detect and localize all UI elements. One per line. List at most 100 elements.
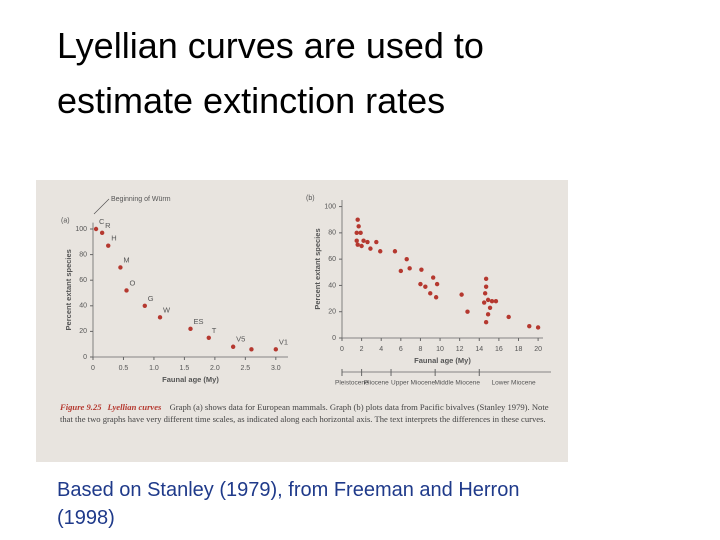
data-point xyxy=(535,325,541,330)
slide-title: Lyellian curves are used to estimate ext… xyxy=(57,25,484,121)
x-tick-label: 0 xyxy=(91,365,95,372)
epoch-name: Pleistocene xyxy=(335,380,369,387)
point-label: V1 xyxy=(279,337,288,346)
data-point xyxy=(404,256,409,262)
x-axis-label: Faunal age (My) xyxy=(162,375,219,384)
x-tick-label: 16 xyxy=(495,346,503,353)
data-point xyxy=(430,275,436,280)
y-tick-label: 100 xyxy=(324,203,336,210)
annotation: Beginning of Würm xyxy=(111,196,171,203)
x-tick-label: 0.5 xyxy=(119,365,129,372)
data-point xyxy=(428,291,433,296)
y-axis-label: Percent extant species xyxy=(313,228,322,309)
point-label: R xyxy=(105,221,111,230)
data-point xyxy=(483,284,489,289)
point-label: O xyxy=(130,278,136,287)
epoch-name: Upper Miocene xyxy=(391,380,435,387)
source-note: Based on Stanley (1979), from Freeman an… xyxy=(57,479,520,529)
data-point xyxy=(481,300,487,305)
point-label: M xyxy=(123,255,129,264)
data-point xyxy=(355,242,360,247)
x-tick-label: 1.5 xyxy=(180,365,190,372)
data-point xyxy=(482,291,488,296)
point-label: V5 xyxy=(236,335,245,344)
data-point xyxy=(206,335,211,340)
data-point xyxy=(485,297,491,303)
panel-label: (b) xyxy=(306,195,315,202)
x-tick-label: 8 xyxy=(418,346,422,353)
point-label: G xyxy=(148,294,154,303)
y-tick-label: 0 xyxy=(83,354,87,361)
data-point xyxy=(433,295,439,300)
x-tick-label: 6 xyxy=(399,346,403,353)
data-point xyxy=(398,268,404,274)
epoch-name: Middle Miocene xyxy=(434,380,480,387)
y-axis-label: Percent extant species xyxy=(64,249,73,330)
point-label: T xyxy=(212,326,217,335)
data-point xyxy=(407,266,412,271)
y-tick-label: 40 xyxy=(328,282,336,289)
x-tick-label: 20 xyxy=(534,346,542,353)
point-label: ES xyxy=(194,317,204,326)
point-label: C xyxy=(99,217,105,226)
point-label: H xyxy=(111,234,116,243)
caption-heading: Lyellian curves xyxy=(107,402,162,412)
data-point xyxy=(368,246,373,251)
y-tick-label: 60 xyxy=(79,277,87,284)
data-point xyxy=(124,288,129,293)
data-point xyxy=(489,299,495,304)
panel-label: (a) xyxy=(61,217,70,224)
y-tick-label: 100 xyxy=(75,226,87,233)
annotation-arrow xyxy=(93,198,110,215)
data-point xyxy=(188,326,193,332)
x-tick-label: 0 xyxy=(340,346,344,353)
x-tick-label: 12 xyxy=(456,346,464,353)
caption-label: Figure 9.25 xyxy=(60,402,102,412)
data-point xyxy=(355,217,360,222)
data-point xyxy=(506,314,511,320)
data-point xyxy=(99,230,105,236)
x-tick-label: 3.0 xyxy=(271,365,281,372)
data-point xyxy=(527,323,532,329)
data-point xyxy=(459,292,464,297)
y-tick-label: 80 xyxy=(79,251,87,258)
data-point xyxy=(273,347,279,352)
x-tick-label: 2 xyxy=(360,346,364,353)
data-point xyxy=(157,315,163,320)
epoch-name: Lower Miocene xyxy=(492,380,536,387)
data-point xyxy=(418,281,423,287)
figure-background xyxy=(36,180,568,462)
data-point xyxy=(419,267,424,272)
data-point xyxy=(358,230,363,236)
data-point xyxy=(465,309,470,314)
data-point xyxy=(483,320,489,325)
y-tick-label: 20 xyxy=(79,328,87,335)
y-tick-label: 60 xyxy=(328,256,336,263)
x-tick-label: 18 xyxy=(515,346,523,353)
y-tick-label: 80 xyxy=(328,230,336,237)
y-tick-label: 20 xyxy=(328,309,336,316)
x-tick-label: 2.0 xyxy=(210,365,220,372)
data-point xyxy=(106,243,111,248)
data-point xyxy=(354,238,359,243)
data-point xyxy=(493,299,499,304)
data-point xyxy=(230,344,236,349)
figure-caption: Figure 9.25 Lyellian curves Graph (a) sho… xyxy=(60,401,552,426)
x-tick-label: 10 xyxy=(436,346,444,353)
data-point xyxy=(354,230,359,236)
y-tick-label: 0 xyxy=(332,335,336,342)
data-point xyxy=(93,226,99,232)
point-label: W xyxy=(163,305,171,314)
x-tick-label: 2.5 xyxy=(240,365,250,372)
data-point xyxy=(359,243,364,249)
data-point xyxy=(361,238,366,243)
data-point xyxy=(142,303,147,308)
data-point xyxy=(374,239,379,245)
data-point xyxy=(392,249,398,254)
data-point xyxy=(434,281,440,287)
data-point xyxy=(356,224,361,229)
data-point xyxy=(118,265,123,270)
data-point xyxy=(249,347,254,352)
